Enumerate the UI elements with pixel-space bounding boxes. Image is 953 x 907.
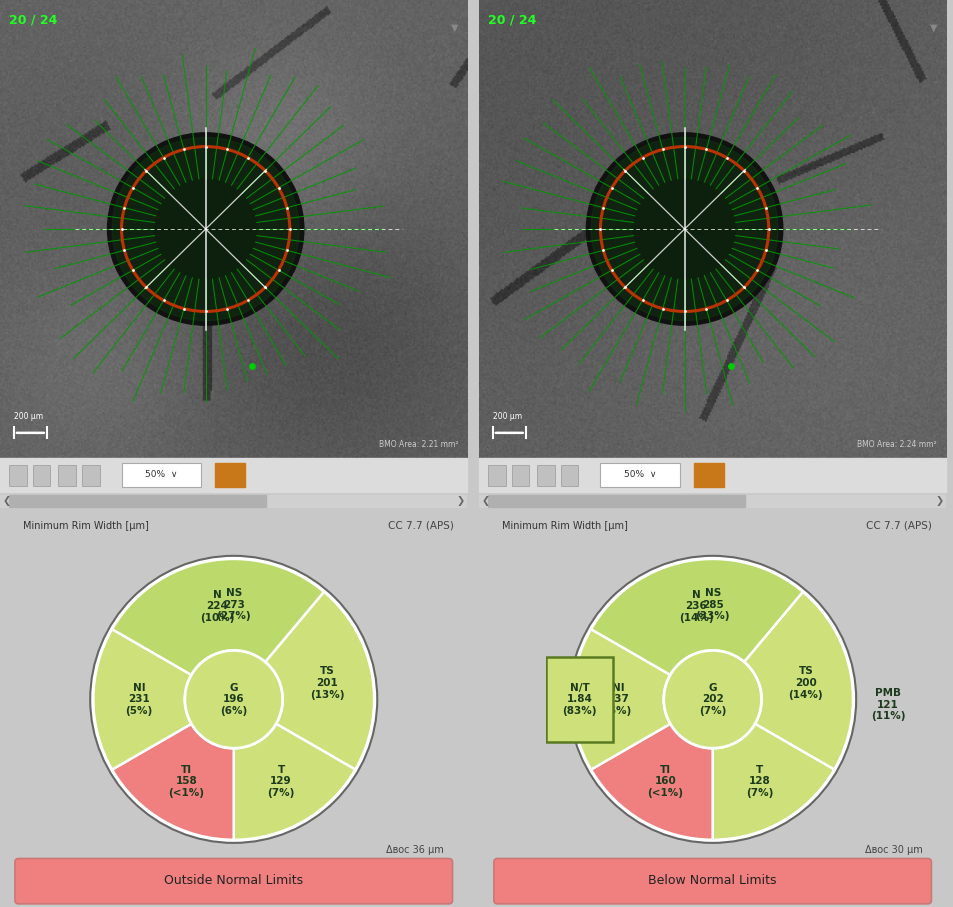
Bar: [214, 463, 245, 487]
Text: Δʙᴏᴄ 30 μm: Δʙᴏᴄ 30 μm: [864, 845, 922, 855]
Text: CC 7.7 (APS): CC 7.7 (APS): [387, 521, 453, 531]
Bar: [478, 495, 945, 507]
Bar: [488, 464, 505, 486]
Text: 20 / 24: 20 / 24: [10, 14, 58, 26]
Text: Minimum Rim Width [μm]: Minimum Rim Width [μm]: [501, 521, 627, 531]
Text: Outside Normal Limits: Outside Normal Limits: [164, 874, 303, 887]
Bar: [32, 464, 51, 486]
Circle shape: [108, 132, 303, 326]
Bar: [82, 464, 99, 486]
Text: ▼: ▼: [450, 23, 457, 33]
FancyBboxPatch shape: [15, 859, 452, 904]
Circle shape: [591, 138, 778, 321]
Bar: [511, 464, 529, 486]
Text: ❯: ❯: [456, 496, 465, 506]
Text: ❮: ❮: [2, 496, 10, 506]
Text: BMO Area: 2.21 mm²: BMO Area: 2.21 mm²: [378, 440, 457, 449]
Text: CC 7.7 (APS): CC 7.7 (APS): [865, 521, 931, 531]
Text: Δʙᴏᴄ 36 μm: Δʙᴏᴄ 36 μm: [386, 845, 443, 855]
Text: ▼: ▼: [928, 23, 936, 33]
Text: 50%  ∨: 50% ∨: [145, 471, 177, 480]
Bar: [10, 495, 266, 507]
Bar: [58, 464, 76, 486]
Bar: [0, 458, 467, 492]
Circle shape: [154, 179, 256, 279]
Text: BMO Area: 2.24 mm²: BMO Area: 2.24 mm²: [857, 440, 936, 449]
FancyBboxPatch shape: [494, 859, 930, 904]
Circle shape: [633, 179, 736, 279]
Text: ❮: ❮: [480, 496, 489, 506]
Bar: [693, 463, 723, 487]
Bar: [478, 458, 945, 492]
Text: 50%  ∨: 50% ∨: [623, 471, 656, 480]
Text: 20 / 24: 20 / 24: [488, 14, 537, 26]
Text: 200 μm: 200 μm: [14, 413, 43, 422]
Circle shape: [112, 138, 299, 321]
Bar: [0, 495, 467, 507]
Text: Minimum Rim Width [μm]: Minimum Rim Width [μm]: [23, 521, 149, 531]
Bar: [10, 464, 27, 486]
FancyBboxPatch shape: [599, 463, 679, 487]
Bar: [488, 495, 744, 507]
FancyBboxPatch shape: [121, 463, 201, 487]
Bar: [560, 464, 578, 486]
Text: Below Normal Limits: Below Normal Limits: [648, 874, 776, 887]
Circle shape: [586, 132, 782, 326]
Bar: [537, 464, 555, 486]
Text: ❯: ❯: [935, 496, 943, 506]
Text: 200 μm: 200 μm: [493, 413, 521, 422]
